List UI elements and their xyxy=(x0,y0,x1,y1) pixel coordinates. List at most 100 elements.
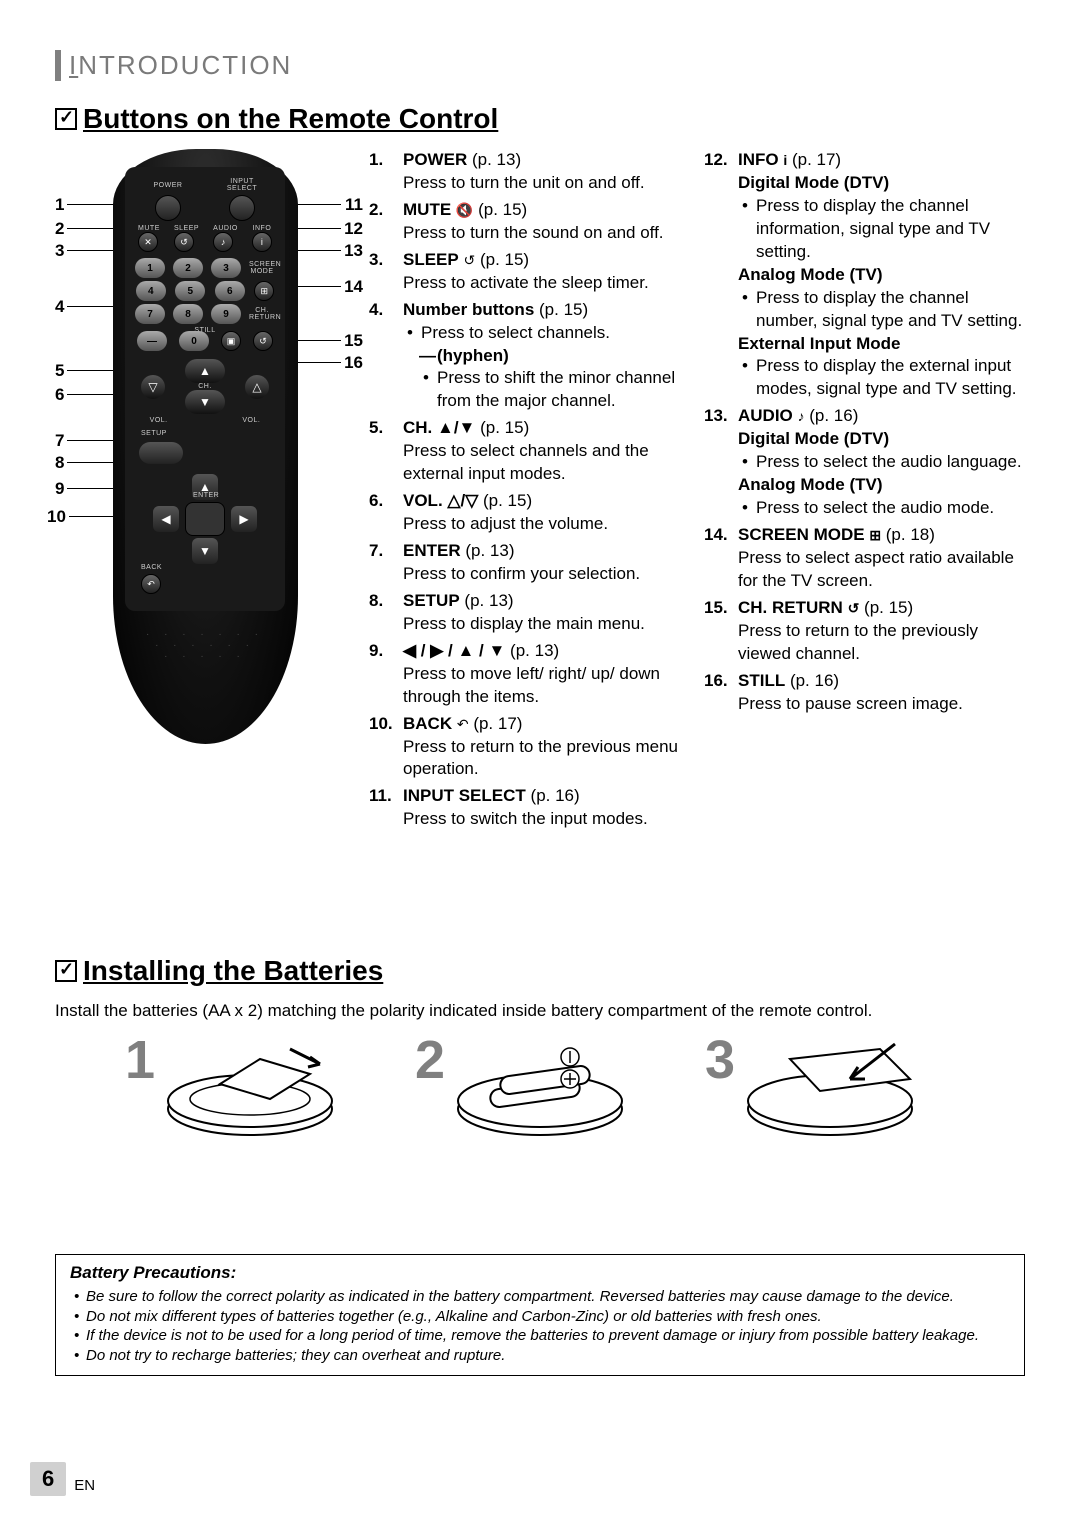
button-item: 15.CH. RETURN ↺ (p. 15)Press to return t… xyxy=(704,597,1025,666)
chapter-header: INTRODUCTION xyxy=(55,50,1025,81)
page-lang: EN xyxy=(74,1477,95,1496)
callout-10: 10 xyxy=(47,507,66,527)
section-title-install: Installing the Batteries xyxy=(55,955,1025,987)
ch-up: ▲ xyxy=(185,359,225,383)
install-steps: 1 2 3 xyxy=(55,1029,1025,1144)
label-input-select: INPUT SELECT xyxy=(205,178,279,192)
chapter-text: NTRODUCTION xyxy=(78,50,292,80)
label-ch-return: CH. RETURN xyxy=(249,307,275,321)
callout-3: 3 xyxy=(55,241,64,261)
audio-button: ♪ xyxy=(213,232,233,252)
screen-mode-button: ⊞ xyxy=(254,281,274,301)
ch-return-button: ↺ xyxy=(253,331,273,351)
callout-6: 6 xyxy=(55,385,64,405)
button-item: 1.POWER (p. 13)Press to turn the unit on… xyxy=(369,149,690,195)
checkbox-icon xyxy=(55,108,77,130)
callout-2: 2 xyxy=(55,219,64,239)
button-item: 9.◀ / ▶ / ▲ / ▼ (p. 13)Press to move lef… xyxy=(369,640,690,709)
callout-12: 12 xyxy=(344,219,363,239)
callout-13: 13 xyxy=(344,241,363,261)
button-item: 5.CH. ▲/▼ (p. 15)Press to select channel… xyxy=(369,417,690,486)
precautions-box: Battery Precautions: Be sure to follow t… xyxy=(55,1254,1025,1376)
button-item: 8.SETUP (p. 13)Press to display the main… xyxy=(369,590,690,636)
callout-9: 9 xyxy=(55,479,64,499)
vol-down: ▽ xyxy=(141,375,165,399)
vol-up: △ xyxy=(245,375,269,399)
num-4: 4 xyxy=(136,281,166,301)
label-info: INFO xyxy=(252,225,272,232)
button-item: 2.MUTE 🔇 (p. 15)Press to turn the sound … xyxy=(369,199,690,245)
button-item: 16.STILL (p. 16)Press to pause screen im… xyxy=(704,670,1025,716)
num-8: 8 xyxy=(173,304,203,324)
remote-panel: 1 2 3 4 5 6 7 8 9 10 11 12 13 14 15 16 P… xyxy=(55,149,355,835)
callout-15: 15 xyxy=(344,331,363,351)
label-sleep: SLEEP xyxy=(174,225,199,232)
callout-4: 4 xyxy=(55,297,64,317)
section-title-buttons: Buttons on the Remote Control xyxy=(55,103,1025,135)
step-num-3: 3 xyxy=(705,1029,735,1091)
step-num-2: 2 xyxy=(415,1029,445,1091)
num-1: 1 xyxy=(135,258,165,278)
nav-pad: ▲ ▼ ◀ ▶ ENTER xyxy=(145,474,265,564)
label-ch: CH. xyxy=(185,383,225,390)
buttons-layout: 1 2 3 4 5 6 7 8 9 10 11 12 13 14 15 16 P… xyxy=(55,149,1025,835)
ch-down: ▼ xyxy=(185,390,225,414)
install-step-3: 3 xyxy=(705,1029,955,1144)
num-hyphen: — xyxy=(137,331,167,351)
section-title-text: Buttons on the Remote Control xyxy=(83,103,498,134)
label-back: BACK xyxy=(141,564,279,571)
button-item: 14.SCREEN MODE ⊞ (p. 18)Press to select … xyxy=(704,524,1025,593)
label-power: POWER xyxy=(131,182,205,189)
label-mute: MUTE xyxy=(138,225,160,232)
precautions-list: Be sure to follow the correct polarity a… xyxy=(70,1287,1010,1365)
precaution-item: If the device is not to be used for a lo… xyxy=(70,1326,1010,1346)
button-item: 11.INPUT SELECT (p. 16)Press to switch t… xyxy=(369,785,690,831)
label-enter: ENTER xyxy=(193,492,219,499)
page-number: 6 xyxy=(30,1462,66,1496)
page-footer: 6 EN xyxy=(30,1462,95,1496)
description-column-1: 1.POWER (p. 13)Press to turn the unit on… xyxy=(369,149,690,835)
num-0: 0 xyxy=(179,331,209,351)
precaution-item: Do not mix different types of batteries … xyxy=(70,1307,1010,1327)
remote-grip-dots: · · · · · · ·· · · · · ·· · · · · xyxy=(113,629,298,684)
label-audio: AUDIO xyxy=(213,225,238,232)
callout-16: 16 xyxy=(344,353,363,373)
nav-down: ▼ xyxy=(192,538,218,564)
input-select-button xyxy=(229,195,255,221)
num-2: 2 xyxy=(173,258,203,278)
install-title-text: Installing the Batteries xyxy=(83,955,383,986)
button-item: 7.ENTER (p. 13)Press to confirm your sel… xyxy=(369,540,690,586)
nav-right: ▶ xyxy=(231,506,257,532)
battery-step1-illustration xyxy=(160,1029,340,1139)
button-item: 4.Number buttons (p. 15)Press to select … xyxy=(369,299,690,414)
callout-8: 8 xyxy=(55,453,64,473)
callout-14: 14 xyxy=(344,277,363,297)
battery-step3-illustration xyxy=(740,1029,920,1139)
label-screen-mode: SCREEN MODE xyxy=(249,261,275,275)
callout-1: 1 xyxy=(55,195,64,215)
num-3: 3 xyxy=(211,258,241,278)
button-item: 10.BACK ↶ (p. 17)Press to return to the … xyxy=(369,713,690,782)
mute-button: ✕ xyxy=(138,232,158,252)
step-num-1: 1 xyxy=(125,1029,155,1091)
install-desc: Install the batteries (AA x 2) matching … xyxy=(55,1001,1025,1021)
install-step-2: 2 xyxy=(415,1029,665,1144)
callout-5: 5 xyxy=(55,361,64,381)
checkbox-icon xyxy=(55,960,77,982)
info-button: i xyxy=(252,232,272,252)
battery-step2-illustration xyxy=(450,1029,630,1139)
num-5: 5 xyxy=(175,281,205,301)
callout-11: 11 xyxy=(345,195,363,215)
still-button: ▣ xyxy=(221,331,241,351)
sleep-button: ↺ xyxy=(174,232,194,252)
description-column-2: 12.INFO i (p. 17)Digital Mode (DTV)Press… xyxy=(704,149,1025,835)
power-button xyxy=(155,195,181,221)
back-button: ↶ xyxy=(141,574,161,594)
setup-button xyxy=(139,442,183,464)
button-item: 12.INFO i (p. 17)Digital Mode (DTV)Press… xyxy=(704,149,1025,401)
button-item: 13.AUDIO ♪ (p. 16)Digital Mode (DTV)Pres… xyxy=(704,405,1025,520)
num-7: 7 xyxy=(135,304,165,324)
button-item: 3.SLEEP ↺ (p. 15)Press to activate the s… xyxy=(369,249,690,295)
label-vol-r: VOL. xyxy=(242,417,260,424)
install-section: Installing the Batteries Install the bat… xyxy=(55,955,1025,1144)
